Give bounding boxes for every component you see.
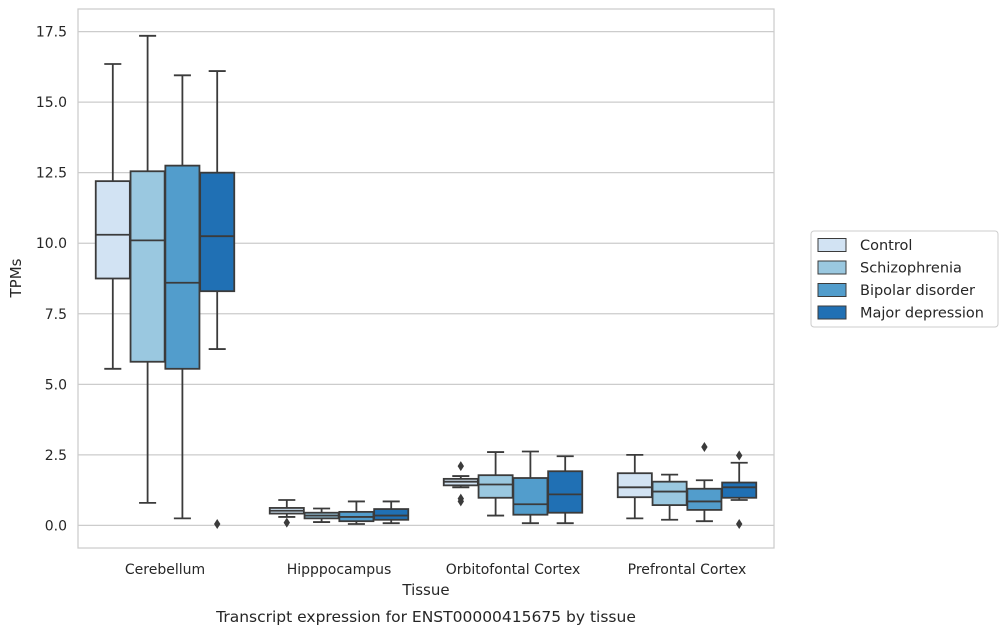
box-hipppocampus-schizophrenia: [303, 507, 340, 523]
y-tick-label: 12.5: [36, 166, 67, 182]
box-body: [129, 170, 166, 363]
legend-frame: [810, 230, 999, 328]
box-body: [686, 487, 723, 511]
y-tick-label: 15.0: [36, 95, 67, 111]
legend-swatch: [817, 305, 847, 320]
legend-swatch: [817, 260, 847, 275]
box-prefrontal-cortex-major-depression: [721, 450, 758, 530]
y-tick-label: 10.0: [36, 236, 67, 252]
outlier-point: [736, 519, 743, 530]
box-orbitofontal-cortex-bipolar-disorder: [512, 450, 549, 525]
box-hipppocampus-control: [268, 499, 305, 528]
box-hipppocampus-bipolar-disorder: [338, 500, 375, 525]
box-body: [512, 477, 549, 516]
box-hipppocampus-major-depression: [373, 500, 410, 525]
outlier-point: [457, 493, 464, 504]
box-body: [164, 164, 201, 370]
box-orbitofontal-cortex-schizophrenia: [477, 451, 514, 517]
box-body: [199, 171, 236, 293]
box-body: [94, 180, 131, 280]
box-cerebellum-control: [94, 63, 131, 370]
y-tick-label: 2.5: [45, 448, 67, 464]
x-tick-label: Prefrontal Cortex: [628, 562, 747, 578]
box-prefrontal-cortex-bipolar-disorder: [686, 441, 723, 523]
legend-label: Schizophrenia: [860, 261, 962, 277]
x-axis-title: Tissue: [401, 581, 449, 599]
outlier-point: [283, 517, 290, 528]
y-tick-label: 7.5: [45, 307, 67, 323]
box-body: [547, 470, 584, 514]
box-orbitofontal-cortex-major-depression: [547, 455, 584, 525]
y-tick-labels: 0.0 2.5 5.0 7.5 10.0 12.5 15.0 17.5: [36, 25, 67, 535]
plot-frame: [77, 8, 775, 549]
chart-caption: Transcript expression for ENST0000041567…: [215, 608, 636, 626]
box-orbitofontal-cortex-control: [442, 461, 479, 507]
box-body: [477, 474, 514, 499]
y-tick-label: 0.0: [45, 518, 67, 534]
x-tick-label: Hipppocampus: [287, 562, 392, 578]
box-cerebellum-schizophrenia: [129, 34, 166, 504]
legend-item-schizophrenia: Schizophrenia: [817, 260, 962, 277]
legend-label: Bipolar disorder: [860, 283, 975, 299]
box-cerebellum-bipolar-disorder: [164, 74, 201, 520]
x-tick-label: Orbitofontal Cortex: [446, 562, 581, 578]
legend-swatch: [817, 283, 847, 297]
box-body: [721, 481, 758, 499]
box-body: [373, 508, 410, 521]
legend-label: Major depression: [860, 306, 984, 322]
legend: Control Schizophrenia Bipolar disorder Majo…: [810, 230, 999, 328]
outlier-point: [214, 519, 221, 530]
legend-item-control: Control: [817, 238, 912, 254]
box-body: [616, 472, 653, 499]
y-tick-label: 17.5: [36, 25, 67, 41]
legend-item-major-depression: Major depression: [817, 305, 984, 322]
legend-label: Control: [860, 238, 912, 254]
y-tick-label: 5.0: [45, 377, 67, 393]
box-cerebellum-major-depression: [199, 70, 236, 530]
legend-swatch: [817, 238, 847, 252]
outlier-point: [457, 461, 464, 472]
outlier-point: [736, 450, 743, 461]
outlier-point: [701, 441, 708, 452]
box-body: [651, 480, 688, 507]
y-axis-title: TPMs: [7, 258, 25, 298]
legend-item-bipolar-disorder: Bipolar disorder: [817, 283, 975, 299]
box-prefrontal-cortex-control: [616, 453, 653, 520]
box-prefrontal-cortex-schizophrenia: [651, 473, 688, 521]
x-tick-label: Cerebellum: [125, 562, 205, 578]
box-groups: [94, 34, 758, 530]
x-tick-labels: Cerebellum Hipppocampus Orbitofontal Corte…: [125, 562, 746, 578]
